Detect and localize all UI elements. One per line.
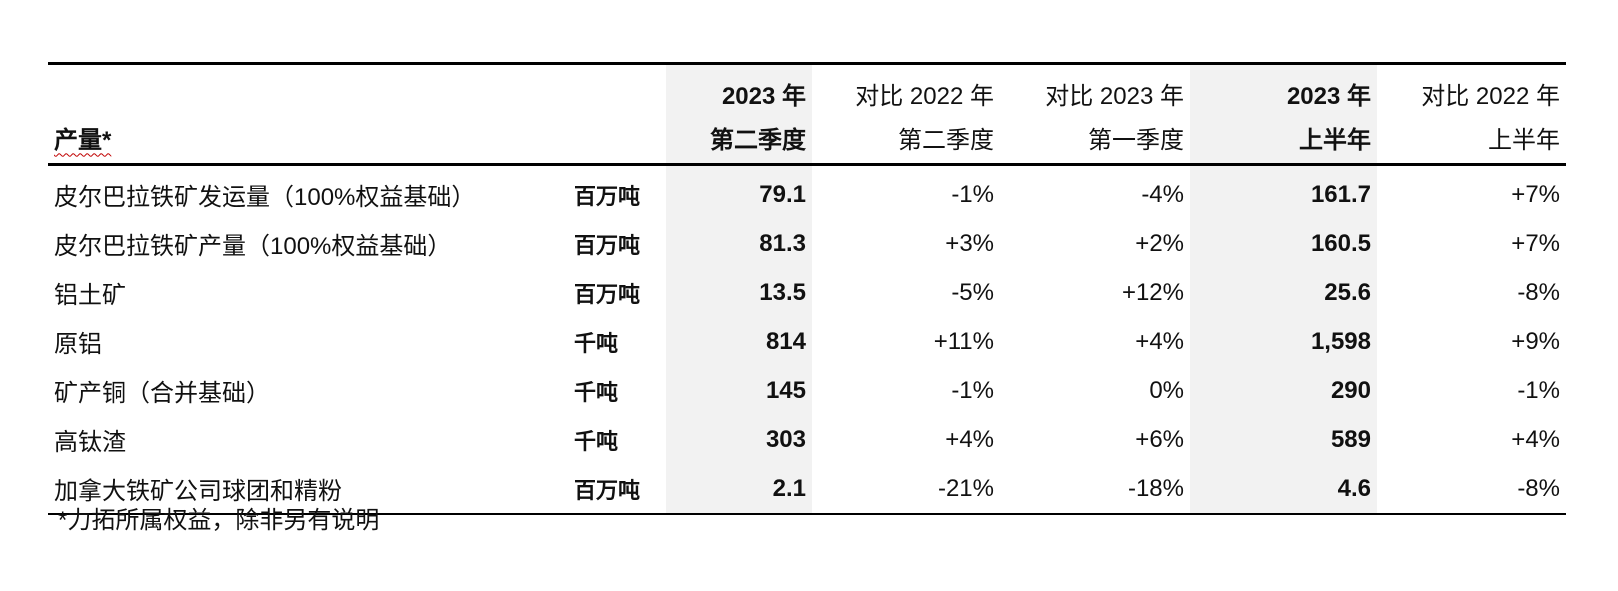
row-vs-q2-2022: -5% <box>951 278 994 306</box>
row-vs-h1-2022: +7% <box>1511 229 1560 257</box>
header-row-1: 2023 年 对比 2022 年 对比 2023 年 2023 年 对比 202… <box>48 62 1566 115</box>
row-vs-h1-2022: -8% <box>1377 464 1566 515</box>
table-row: 皮尔巴拉铁矿产量（100%权益基础） 百万吨 81.3 +3% +2% 160.… <box>48 219 1566 268</box>
table-row: 原铝 千吨 814 +11% +4% 1,598 +9% <box>48 317 1566 366</box>
row-h1-value: 1,598 <box>1190 317 1377 366</box>
table-body: 皮尔巴拉铁矿发运量（100%权益基础） 百万吨 79.1 -1% -4% 161… <box>48 164 1566 515</box>
row-vs-q1-2023: +6% <box>1135 425 1184 453</box>
row-unit: 千吨 <box>574 330 619 356</box>
header-empty-label <box>48 62 568 115</box>
footnote: *力拓所属权益，除非另有说明 <box>58 507 380 534</box>
header-row-2: 产量* 第二季度 第二季度 第一季度 上半年 上半年 <box>48 115 1566 166</box>
production-table-container: 2023 年 对比 2022 年 对比 2023 年 2023 年 对比 202… <box>48 62 1566 515</box>
row-vs-h1-2022: +9% <box>1511 327 1560 355</box>
row-h1-value: 160.5 <box>1190 219 1377 268</box>
row-vs-q2-2022: -1% <box>951 180 994 208</box>
row-label: 皮尔巴拉铁矿产量（100%权益基础） <box>54 233 452 260</box>
row-h1-value: 25.6 <box>1190 268 1377 317</box>
row-vs-q1-2023: +12% <box>1121 278 1184 306</box>
header-q2-2023-line2: 第二季度 <box>666 115 812 166</box>
header-vs-q1-2023-line1: 对比 2023 年 <box>1000 62 1190 115</box>
table-row: 高钛渣 千吨 303 +4% +6% 589 +4% <box>48 415 1566 464</box>
row-label: 高钛渣 <box>54 429 126 456</box>
header-vs-q2-2022-line2: 第二季度 <box>812 115 1000 166</box>
header-h1-2023-line2: 上半年 <box>1190 115 1377 166</box>
row-unit: 百万吨 <box>574 281 641 307</box>
row-label: 皮尔巴拉铁矿发运量（100%权益基础） <box>54 184 476 211</box>
row-vs-q1-2023: 0% <box>1149 376 1184 404</box>
row-vs-h1-2022: -1% <box>1517 376 1560 404</box>
table-row: 皮尔巴拉铁矿发运量（100%权益基础） 百万吨 79.1 -1% -4% 161… <box>48 164 1566 219</box>
row-vs-q2-2022: -21% <box>812 464 1000 515</box>
row-h1-value: 161.7 <box>1190 164 1377 219</box>
row-label: 铝土矿 <box>54 282 126 309</box>
row-label: 矿产铜（合并基础） <box>54 380 270 407</box>
row-h1-value: 589 <box>1190 415 1377 464</box>
row-vs-q1-2023: +2% <box>1135 229 1184 257</box>
row-q2-value: 13.5 <box>666 268 812 317</box>
row-vs-h1-2022: +4% <box>1511 425 1560 453</box>
row-q2-value: 81.3 <box>666 219 812 268</box>
row-label: 原铝 <box>54 331 102 358</box>
row-vs-q2-2022: -1% <box>951 376 994 404</box>
table-row: 加拿大铁矿公司球团和精粉 百万吨 2.1 -21% -18% 4.6 -8% <box>48 464 1566 515</box>
production-heading: 产量* <box>48 115 568 166</box>
row-h1-value: 290 <box>1190 366 1377 415</box>
row-q2-value: 79.1 <box>666 164 812 219</box>
row-q2-value: 814 <box>666 317 812 366</box>
header-vs-h1-2022-line1: 对比 2022 年 <box>1377 62 1566 115</box>
row-unit: 百万吨 <box>568 464 666 515</box>
row-vs-q2-2022: +3% <box>945 229 994 257</box>
row-vs-q1-2023: +4% <box>1135 327 1184 355</box>
row-unit: 百万吨 <box>574 183 641 209</box>
header-h1-2023-line1: 2023 年 <box>1190 62 1377 115</box>
row-unit: 百万吨 <box>574 232 641 258</box>
row-vs-q1-2023: -4% <box>1141 180 1184 208</box>
row-vs-h1-2022: -8% <box>1517 278 1560 306</box>
row-vs-q2-2022: +11% <box>933 327 994 355</box>
table-header: 2023 年 对比 2022 年 对比 2023 年 2023 年 对比 202… <box>48 62 1566 166</box>
row-vs-q1-2023: -18% <box>1000 464 1190 515</box>
header-vs-q1-2023-line2: 第一季度 <box>1000 115 1190 166</box>
table-row: 铝土矿 百万吨 13.5 -5% +12% 25.6 -8% <box>48 268 1566 317</box>
header-vs-q2-2022-line1: 对比 2022 年 <box>812 62 1000 115</box>
header-vs-h1-2022-line2: 上半年 <box>1377 115 1566 166</box>
row-h1-value: 4.6 <box>1190 464 1377 515</box>
header-q2-2023-line1: 2023 年 <box>666 62 812 115</box>
header-empty-unit <box>568 62 666 115</box>
table-row: 矿产铜（合并基础） 千吨 145 -1% 0% 290 -1% <box>48 366 1566 415</box>
production-heading-text: 产量* <box>54 126 112 154</box>
row-label: 加拿大铁矿公司球团和精粉 <box>48 464 568 515</box>
row-unit: 千吨 <box>574 379 619 405</box>
row-q2-value: 2.1 <box>666 464 812 515</box>
row-q2-value: 145 <box>666 366 812 415</box>
row-vs-q2-2022: +4% <box>945 425 994 453</box>
row-vs-h1-2022: +7% <box>1511 180 1560 208</box>
production-table: 2023 年 对比 2022 年 对比 2023 年 2023 年 对比 202… <box>48 62 1566 515</box>
row-q2-value: 303 <box>666 415 812 464</box>
row-unit: 千吨 <box>574 428 619 454</box>
header-empty-unit-2 <box>568 115 666 166</box>
